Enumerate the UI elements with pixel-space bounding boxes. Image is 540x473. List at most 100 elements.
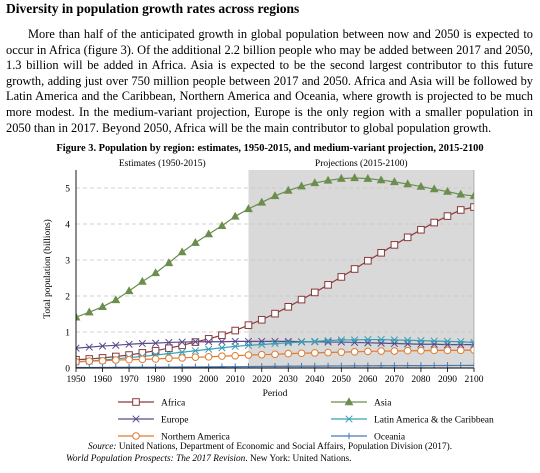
data-point-northern-america: [430, 346, 439, 355]
data-point-northern-america: [257, 350, 266, 359]
data-point-northern-america: [337, 348, 346, 356]
x-tick-label: 2070: [385, 375, 404, 385]
data-point-asia: [190, 238, 200, 246]
x-tick-label: 2030: [279, 375, 298, 385]
data-point-asia: [283, 185, 293, 194]
legend-label-oceania: Oceania: [374, 432, 406, 442]
data-point-europe: [258, 337, 266, 346]
data-point-latin-america-the-caribbean: [350, 336, 359, 344]
data-point-africa: [284, 303, 293, 311]
data-point-latin-america-the-caribbean: [324, 336, 332, 345]
data-point-northern-america: [364, 347, 372, 356]
data-point-latin-america-the-caribbean: [231, 342, 239, 351]
data-point-latin-america-the-caribbean: [377, 335, 385, 344]
data-point-latin-america-the-caribbean: [297, 338, 306, 346]
data-point-oceania: [165, 363, 173, 368]
y-tick-label: 3: [65, 256, 70, 266]
data-point-africa: [417, 225, 425, 234]
data-point-asia: [336, 173, 346, 182]
data-point-oceania: [85, 364, 93, 368]
data-point-asia: [230, 211, 240, 220]
data-point-northern-america: [231, 351, 239, 360]
data-point-oceania: [311, 362, 319, 368]
data-point-northern-america: [165, 354, 173, 363]
data-point-asia: [270, 191, 280, 200]
data-point-latin-america-the-caribbean: [443, 337, 452, 346]
data-point-europe: [125, 340, 133, 348]
data-point-latin-america-the-caribbean: [218, 344, 226, 352]
source-note: Source: United Nations, Department of Ec…: [0, 442, 540, 464]
data-point-latin-america-the-caribbean: [470, 338, 474, 347]
data-point-africa: [297, 295, 306, 304]
data-point-northern-america: [390, 347, 399, 355]
data-point-asia: [403, 179, 413, 188]
projection-shading: [248, 170, 474, 368]
data-point-africa: [257, 315, 266, 324]
data-point-northern-america: [470, 346, 474, 354]
legend-label-europe: Europe: [161, 415, 188, 425]
data-point-latin-america-the-caribbean: [284, 339, 292, 347]
data-point-oceania: [112, 364, 120, 368]
data-point-asia: [350, 173, 360, 182]
x-tick-label: 1950: [67, 375, 86, 385]
data-point-africa: [218, 331, 226, 340]
data-point-africa: [311, 288, 319, 297]
source-label: Source:: [87, 442, 117, 452]
data-point-latin-america-the-caribbean: [337, 336, 346, 344]
y-tick-label: 0: [65, 364, 70, 374]
data-point-latin-america-the-caribbean: [178, 348, 186, 356]
data-point-asia: [76, 312, 81, 321]
x-tick-label: 1990: [173, 375, 192, 385]
data-point-europe: [165, 338, 173, 347]
data-point-asia: [456, 189, 466, 198]
data-point-asia: [111, 295, 121, 304]
data-point-asia: [376, 175, 386, 184]
legend-label-latin-america-the-caribbean: Latin America & the Caribbean: [374, 415, 494, 425]
data-point-africa: [138, 349, 147, 357]
data-point-latin-america-the-caribbean: [403, 336, 412, 344]
data-point-asia: [257, 197, 267, 206]
data-point-africa: [324, 281, 332, 289]
estimates-period-label: Estimates (1950-2015): [119, 158, 206, 169]
data-point-asia: [244, 204, 253, 213]
data-point-asia: [217, 221, 227, 229]
data-point-northern-america: [417, 346, 425, 355]
data-point-asia: [164, 258, 174, 267]
data-point-northern-america: [138, 355, 147, 364]
x-tick-label: 2050: [332, 375, 351, 385]
data-point-europe: [178, 338, 186, 346]
data-point-northern-america: [311, 349, 319, 357]
data-point-northern-america: [350, 348, 359, 356]
data-point-northern-america: [178, 354, 186, 362]
y-tick-label: 2: [65, 292, 70, 302]
data-point-latin-america-the-caribbean: [244, 341, 253, 349]
x-tick-label: 1960: [93, 375, 112, 385]
data-point-northern-america: [112, 356, 120, 364]
data-point-latin-america-the-caribbean: [390, 336, 399, 344]
x-tick-label: 2080: [411, 375, 430, 385]
data-point-northern-america: [456, 346, 465, 355]
x-axis-label: Period: [263, 389, 288, 399]
data-point-europe: [284, 337, 292, 346]
x-tick-label: 2060: [358, 375, 377, 385]
data-point-asia: [363, 173, 373, 182]
data-point-northern-america: [76, 358, 80, 366]
data-point-oceania: [245, 363, 252, 368]
data-point-northern-america: [191, 353, 200, 362]
data-point-asia: [204, 229, 214, 238]
data-point-oceania: [76, 364, 80, 368]
x-tick-label: 1970: [120, 375, 139, 385]
data-point-northern-america: [297, 349, 306, 358]
data-point-europe: [112, 341, 120, 349]
figure-title: Figure 3. Population by region: estimate…: [56, 143, 484, 154]
data-point-europe: [377, 339, 385, 347]
data-point-northern-america: [377, 347, 385, 355]
data-point-asia: [98, 302, 107, 310]
y-tick-label: 5: [65, 184, 70, 194]
data-point-oceania: [125, 363, 133, 368]
body-paragraph: More than half of the anticipated growth…: [6, 27, 533, 135]
data-point-africa: [430, 218, 438, 227]
x-tick-label: 2100: [465, 375, 484, 385]
data-point-asia: [389, 177, 399, 186]
